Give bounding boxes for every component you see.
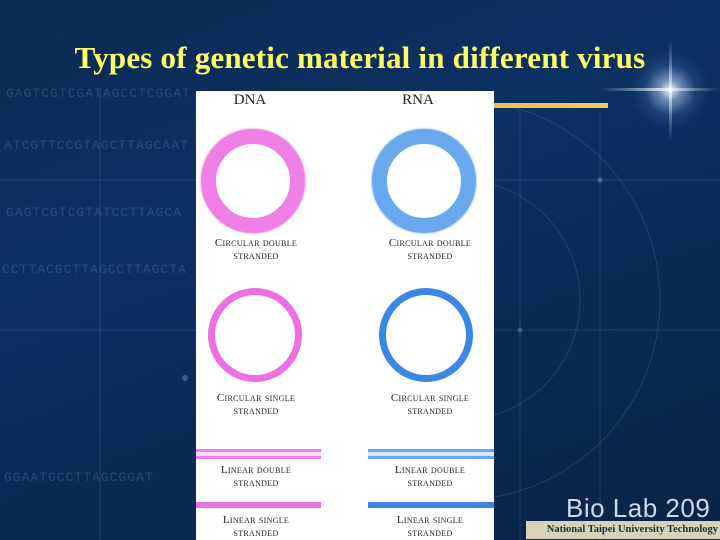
rna-circular-double-label: Circular double stranded	[388, 237, 472, 262]
dna-circular-double-label: Circular double stranded	[214, 237, 298, 262]
background-sequence: ATCGTTCCGTAGCTTAGCAAT	[4, 138, 189, 153]
bio-lab-logo: Bio Lab 209	[566, 493, 711, 523]
rna-circular-single-label: Circular single stranded	[390, 392, 470, 417]
dna-circular-single-ring	[208, 288, 302, 382]
background-sequence: GAGTCGTCGTATCCTTAGCA	[6, 205, 183, 220]
rna-circular-single-ring	[379, 288, 473, 382]
background-sequence: CCTTACGCTTAGCCTTAGCTA	[2, 262, 187, 277]
dna-linear-double-label: Linear double stranded	[220, 464, 292, 489]
dna-linear-single-strand	[196, 502, 321, 508]
dna-circular-single-label: Circular single stranded	[216, 392, 296, 417]
rna-column-heading: RNA	[402, 92, 434, 108]
dna-linear-double-strand	[196, 449, 321, 459]
rna-circular-double-ring	[372, 129, 476, 233]
rna-linear-single-strand	[368, 502, 494, 508]
slide-title: Types of genetic material in different v…	[74, 40, 646, 75]
rna-linear-double-strand	[368, 449, 494, 459]
rna-linear-single-label: Linear single stranded	[396, 514, 464, 539]
institution-name: National Taipei University Technology	[526, 521, 720, 539]
background-sequence: GGAATGCCTTAGCGGAT	[4, 470, 154, 485]
lens-flare-ray	[600, 88, 720, 91]
dna-linear-single-label: Linear single stranded	[222, 514, 290, 539]
genetic-material-diagram: DNA RNA Circular double stranded Circula…	[196, 91, 494, 540]
dna-column-heading: DNA	[233, 92, 267, 108]
background-sequence: GAGTCGTCGATAGCCTCGGAT	[6, 86, 191, 101]
dna-circular-double-ring	[201, 129, 305, 233]
lens-flare-ray	[669, 40, 672, 140]
rna-linear-double-label: Linear double stranded	[394, 464, 466, 489]
